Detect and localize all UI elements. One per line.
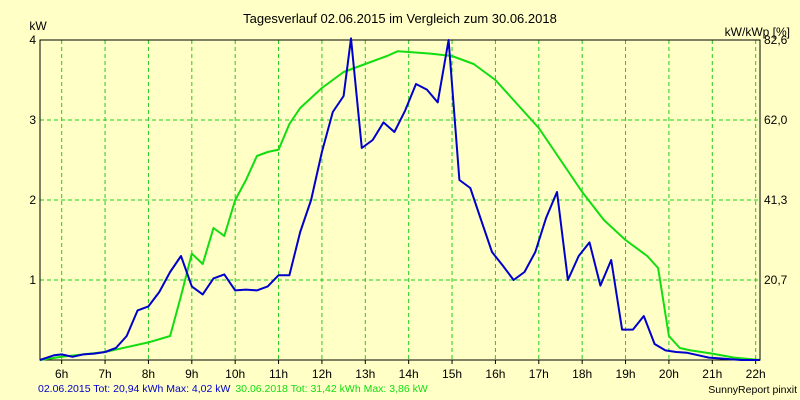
x-tick-20h: 20h	[659, 367, 679, 381]
series-line-2015	[39, 37, 760, 361]
x-tick-9h: 9h	[185, 367, 198, 381]
x-tick-17h: 17h	[529, 367, 549, 381]
y-tick-left-3: 3	[29, 113, 36, 127]
y-tick-left-4: 4	[29, 33, 36, 47]
x-tick-22h: 22h	[746, 367, 766, 381]
x-tick-19h: 19h	[616, 367, 636, 381]
plot-frame	[39, 39, 761, 361]
chart-title: Tagesverlauf 02.06.2015 im Vergleich zum…	[243, 11, 557, 26]
y-ticks: 1 20,7 2 41,3 3 62,0 4 82,6	[29, 33, 787, 287]
x-tick-11h: 11h	[269, 367, 288, 381]
x-ticks: 6h 7h 8h 9h 10h 11h 12h 13h 14h 15h 16h 17h 18h 19h 20…	[55, 360, 766, 381]
x-tick-15h: 15h	[442, 367, 462, 381]
x-tick-21h: 21h	[702, 367, 722, 381]
y-axis-right-label: kW/kWp [%]	[725, 25, 790, 39]
x-tick-8h: 8h	[142, 367, 155, 381]
x-tick-7h: 7h	[98, 367, 111, 381]
y-tick-right-4: 82,6	[764, 33, 788, 47]
y-tick-left-1: 1	[29, 273, 36, 287]
legend-footer: 02.06.2015 Tot: 20,94 kWh Max: 4,02 kW 3…	[38, 383, 428, 395]
x-tick-13h: 13h	[355, 367, 375, 381]
x-tick-12h: 12h	[312, 367, 332, 381]
series-summary-2015: 02.06.2015 Tot: 20,94 kWh Max: 4,02 kW	[38, 383, 231, 395]
y-axis-left-label: kW	[29, 19, 47, 33]
y-tick-right-1: 20,7	[764, 273, 788, 287]
y-tick-left-2: 2	[29, 193, 36, 207]
x-tick-10h: 10h	[225, 367, 245, 381]
x-tick-14h: 14h	[399, 367, 419, 381]
x-tick-16h: 16h	[485, 367, 505, 381]
footer-credit: SunnyReport pinxit	[708, 384, 797, 396]
series-line-2018	[39, 50, 761, 361]
series-group	[39, 37, 761, 361]
y-tick-right-2: 41,3	[764, 193, 788, 207]
x-tick-6h: 6h	[55, 367, 68, 381]
x-tick-18h: 18h	[572, 367, 592, 381]
y-tick-right-3: 62,0	[764, 113, 788, 127]
grid	[40, 40, 760, 360]
series-summary-2018: 30.06.2018 Tot: 31,42 kWh Max: 3,86 kW	[235, 383, 428, 395]
